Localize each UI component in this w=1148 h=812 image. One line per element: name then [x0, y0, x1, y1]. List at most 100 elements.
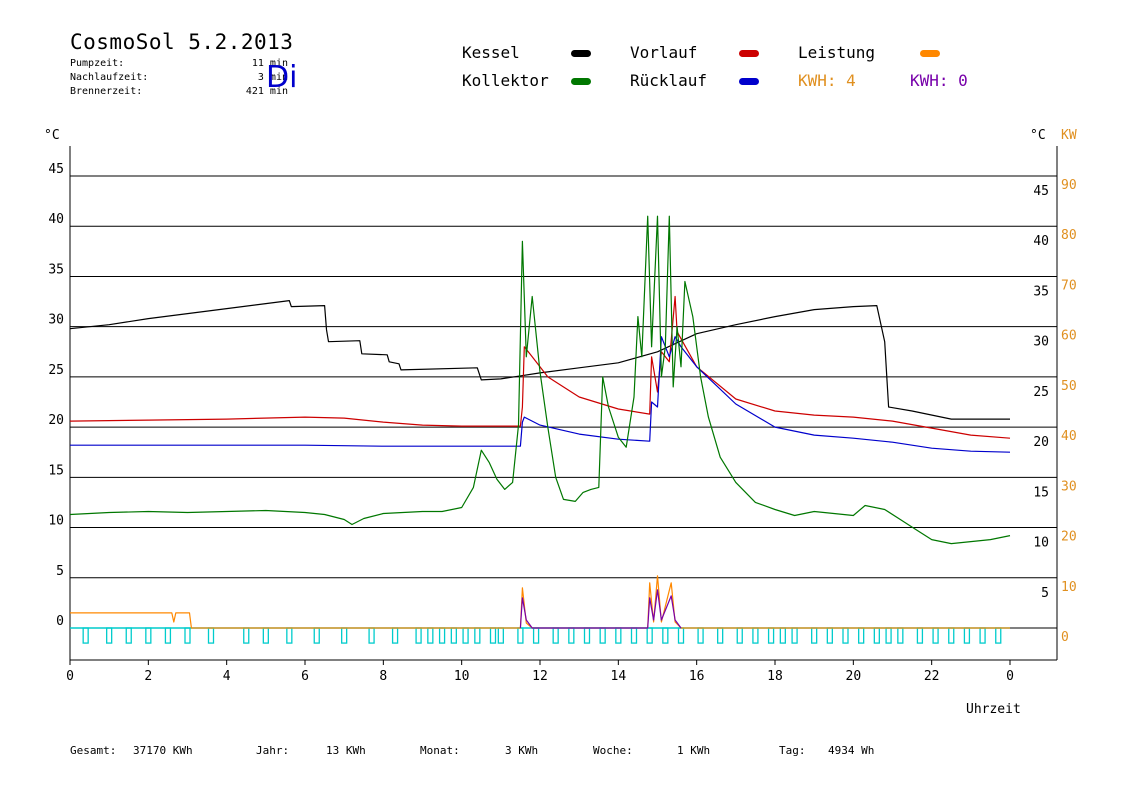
kw-tick-label: 10 — [1061, 580, 1077, 595]
x-tick-label: 2 — [144, 669, 152, 684]
pump-pulse — [184, 627, 191, 644]
pump-pulse — [462, 627, 469, 644]
page-title: CosmoSol 5.2.2013 — [70, 30, 294, 54]
series-line-kessel — [69, 300, 1010, 420]
pump-pulse — [489, 627, 497, 644]
pump-pulse — [341, 627, 348, 644]
legend-kollektor-label: Kollektor — [462, 71, 549, 90]
legend-kwh1: KWH: 4 — [798, 71, 856, 90]
y-tick-label-left: 15 — [48, 463, 64, 478]
info-label: Nachlaufzeit: — [70, 72, 149, 83]
pump-pulse — [736, 627, 743, 644]
kw-tick-label: 70 — [1061, 278, 1077, 293]
x-tick-label: 22 — [924, 669, 940, 684]
pump-pulse — [497, 627, 504, 644]
y-tick-label-left: 45 — [48, 162, 64, 177]
legend-kwh2: KWH: 0 — [910, 71, 968, 90]
kw-tick-label: 80 — [1061, 228, 1077, 243]
pump-pulse — [717, 627, 724, 644]
info-value: 421 min — [245, 86, 288, 97]
pump-pulse — [916, 627, 924, 644]
x-tick-label: 0 — [1006, 669, 1014, 684]
pump-pulse — [262, 627, 269, 644]
footer-tag-label: Tag: — [779, 744, 806, 757]
pump-pulse — [752, 627, 759, 644]
pump-pulse — [145, 627, 152, 644]
series-line-kwh2 — [519, 589, 682, 629]
kw-tick-label: 50 — [1061, 379, 1077, 394]
info-value: 3 min — [257, 72, 288, 83]
legend-vorlauf-label: Vorlauf — [630, 43, 698, 62]
weekday-label: Di — [266, 60, 298, 95]
pump-pulse — [207, 627, 215, 644]
x-tick-label: 18 — [767, 669, 783, 684]
pump-pulse — [662, 627, 669, 644]
pump-pulse — [517, 627, 524, 644]
pump-pulse — [630, 627, 638, 644]
y-tick-label-right: 45 — [1033, 184, 1049, 199]
pump-pulse — [767, 627, 775, 644]
pump-pulse — [811, 627, 818, 644]
pump-pulse — [125, 627, 132, 644]
y-tick-label-left: 5 — [56, 564, 64, 579]
x-axis-label: Uhrzeit — [966, 702, 1021, 717]
pump-pulse — [791, 627, 798, 644]
pump-pulse — [897, 627, 904, 644]
footer-tag-value: 4934 Wh — [828, 744, 875, 757]
x-tick-label: 20 — [846, 669, 862, 684]
legend-leistung-label: Leistung — [798, 43, 876, 62]
series-line-ruecklauf — [70, 336, 1011, 453]
info-nachlaufzeit: Nachlaufzeit: 3 min — [70, 72, 288, 83]
y-tick-label-left: 0 — [56, 614, 64, 629]
kw-tick-label: 60 — [1061, 329, 1077, 344]
pump-pulse — [391, 627, 399, 644]
info-brennerzeit: Brennerzeit: 421 min — [70, 86, 288, 97]
x-tick-label: 14 — [611, 669, 627, 684]
info-label: Pumpzeit: — [70, 58, 125, 69]
pump-pulse — [82, 627, 89, 644]
footer-woche-value: 1 KWh — [677, 744, 711, 757]
pump-pulse — [368, 627, 375, 644]
pump-pulse — [615, 627, 622, 644]
y-tick-label-right: 5 — [1041, 586, 1049, 601]
right-kw-unit-label: KW — [1061, 128, 1077, 143]
y-tick-label-left: 25 — [48, 363, 64, 378]
y-tick-label-left: 40 — [48, 212, 64, 227]
pump-pulse — [583, 627, 591, 644]
pump-pulse — [313, 627, 320, 644]
pump-pulse — [474, 627, 481, 644]
pump-pulse — [697, 627, 704, 644]
pump-pulse — [450, 627, 457, 644]
y-tick-label-left: 10 — [48, 514, 64, 529]
kw-tick-label: 0 — [1061, 630, 1069, 645]
pump-pulse — [646, 627, 653, 644]
y-tick-label-right: 10 — [1033, 536, 1049, 551]
pump-pulse — [842, 627, 849, 644]
y-tick-label-right: 20 — [1033, 435, 1049, 450]
kw-tick-label: 90 — [1061, 178, 1077, 193]
y-tick-label-right: 30 — [1033, 335, 1049, 350]
pump-pulse — [286, 627, 293, 644]
pump-pulse — [164, 627, 172, 644]
pump-pulse — [779, 627, 786, 644]
series-line-vorlauf — [69, 295, 1011, 439]
legend-ruecklauf-label: Rücklauf — [630, 71, 708, 90]
pump-pulse — [948, 627, 955, 644]
legend-kessel-swatch — [571, 50, 591, 57]
legend-leistung-swatch — [920, 50, 940, 57]
kw-tick-label: 20 — [1061, 530, 1077, 545]
legend-ruecklauf-swatch — [739, 78, 759, 85]
pump-pulse — [106, 627, 113, 644]
x-tick-label: 10 — [454, 669, 470, 684]
pump-pulse — [599, 627, 606, 644]
pump-pulse — [568, 627, 575, 644]
y-tick-label-left: 30 — [48, 313, 64, 328]
pump-pulse — [677, 627, 685, 644]
pump-pulse — [415, 627, 422, 644]
pump-pulse — [427, 627, 434, 644]
y-tick-label-left: 20 — [48, 413, 64, 428]
info-pumpzeit: Pumpzeit: 11 min — [70, 58, 288, 69]
left-unit-label: °C — [44, 128, 60, 143]
kw-tick-label: 30 — [1061, 479, 1077, 494]
